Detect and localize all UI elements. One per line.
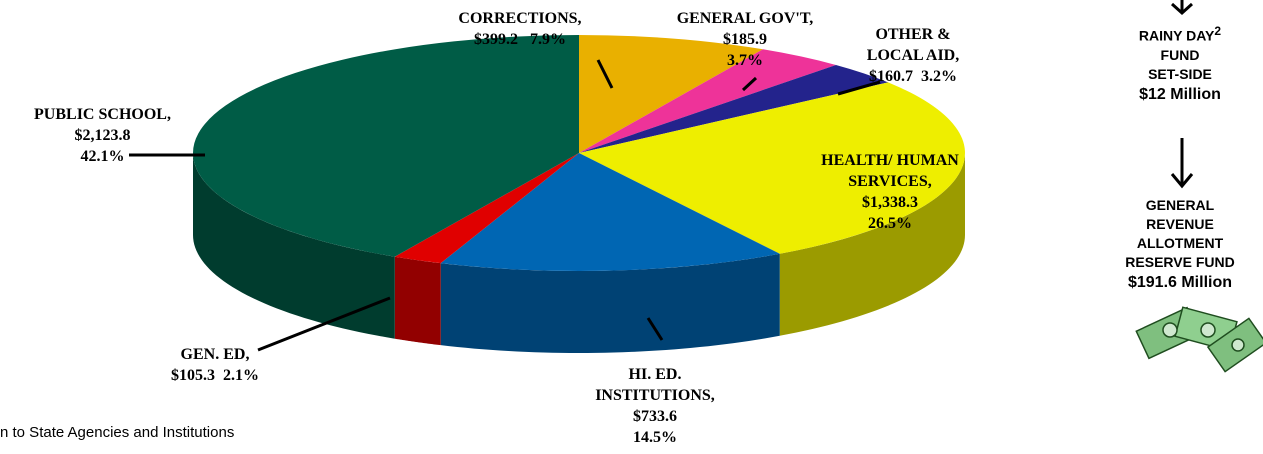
box-line: REVENUE xyxy=(1100,215,1260,234)
slice-label: PUBLIC SCHOOL, $2,123.8 42.1% xyxy=(0,104,205,167)
value-label: $185.9 xyxy=(670,29,820,50)
box-line: GENERAL xyxy=(1100,196,1260,215)
value-label: $733.6 xyxy=(570,406,740,427)
money-icon xyxy=(1136,307,1263,371)
value-label: $160.7 xyxy=(869,68,913,85)
bill-seal xyxy=(1201,323,1215,337)
share-label: 3.2% xyxy=(921,68,957,85)
box-line: ALLOTMENT xyxy=(1100,234,1260,253)
category-label: OTHER & LOCAL AID, xyxy=(848,24,978,66)
footnote: n to State Agencies and Institutions xyxy=(0,424,234,441)
bill-seal xyxy=(1232,339,1244,351)
value-label: $399.2 xyxy=(474,31,518,48)
share-label: 7.9% xyxy=(530,31,566,48)
value-label: $105.3 xyxy=(171,367,215,384)
share-label: 2.1% xyxy=(223,367,259,384)
reserve-box: GENERAL REVENUE ALLOTMENT RESERVE FUND $… xyxy=(1100,196,1260,293)
box-line: SET-SIDE xyxy=(1100,65,1260,84)
share-label: 26.5% xyxy=(800,213,980,234)
category-label: HEALTH/ HUMAN SERVICES, xyxy=(800,150,980,192)
page: {"chart_data": {"type": "pie", "categori… xyxy=(0,0,1263,454)
slice-side xyxy=(395,257,441,345)
value-label: $1,338.3 xyxy=(800,192,980,213)
slice-label: HI. ED. INSTITUTIONS, $733.6 14.5% xyxy=(570,364,740,448)
share-label: 3.7% xyxy=(670,50,820,71)
box-line: RESERVE FUND xyxy=(1100,253,1260,272)
category-label: GENERAL GOV'T, xyxy=(670,8,820,29)
share-label: 42.1% xyxy=(0,146,205,167)
slice-label: OTHER & LOCAL AID, $160.7 3.2% xyxy=(848,24,978,87)
box-amount: $191.6 Million xyxy=(1100,272,1260,293)
value-label: $2,123.8 xyxy=(0,125,205,146)
box-title: RAINY DAY xyxy=(1139,28,1214,44)
category-label: CORRECTIONS, xyxy=(430,8,610,29)
slice-label: CORRECTIONS, $399.2 7.9% xyxy=(430,8,610,50)
slice-label: GEN. ED, $105.3 2.1% xyxy=(140,344,290,386)
bill-seal xyxy=(1163,323,1177,337)
box-amount: $12 Million xyxy=(1100,84,1260,105)
footnote-marker: 2 xyxy=(1214,24,1221,38)
share-label: 14.5% xyxy=(570,427,740,448)
rainy-day-box: RAINY DAY2 FUND SET-SIDE $12 Million xyxy=(1100,22,1260,105)
slice-label: HEALTH/ HUMAN SERVICES, $1,338.3 26.5% xyxy=(800,150,980,234)
category-label: HI. ED. INSTITUTIONS, xyxy=(570,364,740,406)
category-label: GEN. ED, xyxy=(140,344,290,365)
category-label: PUBLIC SCHOOL, xyxy=(0,104,205,125)
box-line: FUND xyxy=(1100,46,1260,65)
slice-label: GENERAL GOV'T, $185.9 3.7% xyxy=(670,8,820,71)
